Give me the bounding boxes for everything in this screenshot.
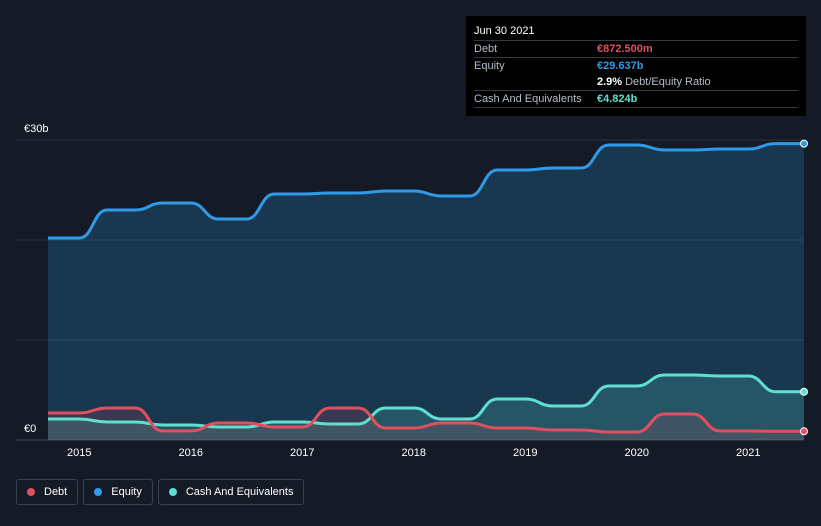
endpoint-equity	[800, 139, 808, 148]
y-axis: €30b €0	[24, 123, 48, 435]
line-cash-and-equivalents	[48, 373, 804, 429]
legend-dot-cash	[168, 488, 177, 496]
tooltip-ratio-value: 2.9%	[597, 76, 623, 88]
legend-dot-debt	[27, 488, 35, 496]
tooltip-debt-row: Debt €872.500m	[474, 40, 798, 57]
tooltip-debt-value: €872.500m	[597, 43, 653, 55]
x-tick-2021: 2021	[736, 447, 760, 459]
legend-item-equity[interactable]: Equity	[83, 479, 153, 505]
y-tick-0: €0	[24, 423, 36, 435]
legend-dot-equity	[94, 488, 103, 496]
tooltip-date: Jun 30 2021	[474, 25, 535, 37]
legend-label-debt: Debt	[44, 486, 68, 498]
legend: Debt Equity Cash And Equivalents	[16, 479, 305, 507]
legend-item-cash[interactable]: Cash And Equivalents	[157, 479, 305, 505]
x-tick-2015: 2015	[67, 447, 91, 459]
tooltip-debt-label: Debt	[474, 43, 498, 55]
tooltip-equity-row: Equity €29.637b	[474, 57, 798, 74]
x-tick-2017: 2017	[290, 447, 314, 459]
tooltip-panel: Jun 30 2021 Debt €872.500m Equity €29.63…	[466, 16, 806, 116]
tooltip-cash-label: Cash And Equivalents	[474, 93, 582, 105]
line-debt	[47, 406, 804, 434]
legend-label-cash: Cash And Equivalents	[185, 486, 294, 498]
y-tick-30: €30b	[24, 123, 48, 135]
endpoint-debt	[800, 427, 808, 436]
x-tick-2018: 2018	[401, 447, 425, 459]
endpoint-cash-and-equivalents	[800, 387, 808, 396]
tooltip-cash-row: Cash And Equivalents €4.824b	[474, 90, 798, 108]
tooltip-ratio-label: Debt/Equity Ratio	[625, 76, 711, 88]
series-areas	[48, 143, 804, 440]
tooltip-equity-label: Equity	[474, 60, 505, 72]
tooltip-equity-value: €29.637b	[597, 60, 644, 72]
x-tick-2016: 2016	[178, 447, 202, 459]
legend-item-debt[interactable]: Debt	[16, 479, 79, 505]
tooltip-ratio-row: 2.9% Debt/Equity Ratio	[474, 74, 798, 90]
x-tick-2019: 2019	[513, 447, 537, 459]
x-tick-2020: 2020	[625, 447, 649, 459]
series-endpoints	[800, 139, 808, 436]
line-equity	[47, 142, 804, 240]
grid-lines	[16, 139, 804, 441]
x-axis: 2015 2016 2017 2018 2019 2020 2021	[67, 447, 761, 459]
area-equity	[48, 143, 804, 440]
tooltip-cash-value: €4.824b	[597, 93, 638, 105]
series-lines	[47, 142, 804, 434]
legend-label-equity: Equity	[111, 486, 142, 498]
area-cash-and-equivalents	[48, 375, 804, 440]
